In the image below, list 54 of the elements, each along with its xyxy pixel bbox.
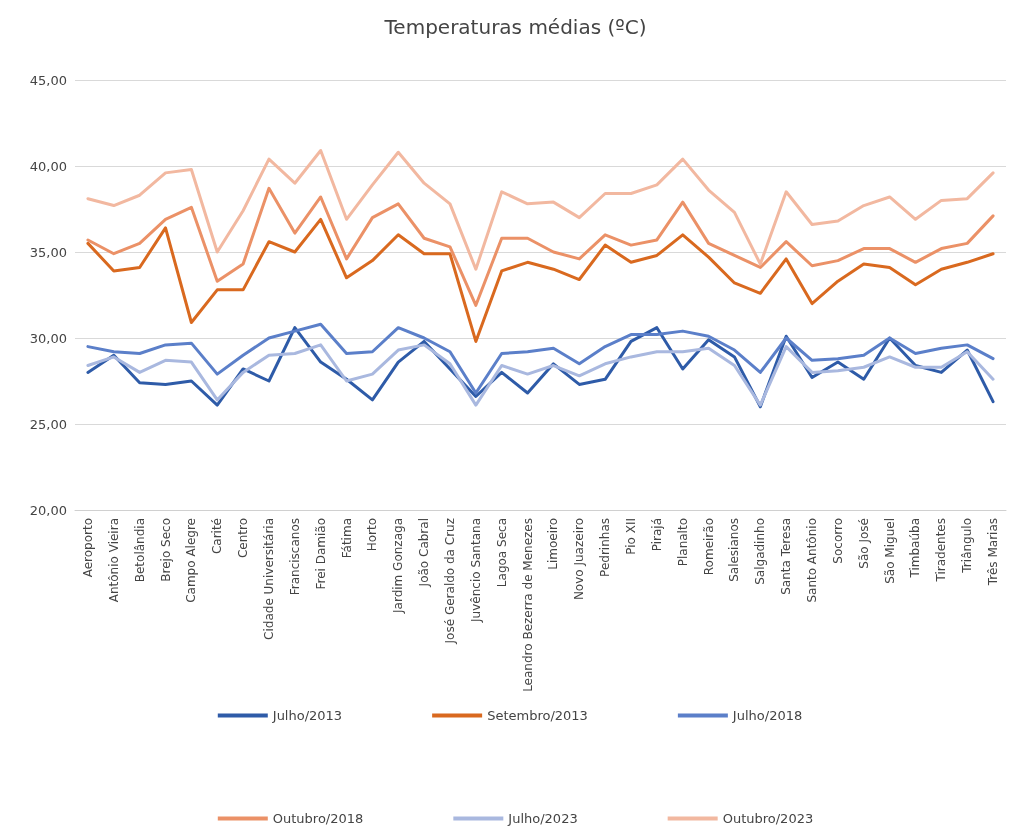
x-tick-label: Timbaúba [908,518,923,579]
y-tick-label: 25,00 [29,416,67,432]
y-tick-label: 20,00 [29,502,67,518]
x-tick-label: Aeroporto [80,518,95,578]
x-tick-label: Pio XII [624,518,639,555]
x-tick-label: Planalto [675,518,690,567]
x-tick-label: Horto [365,518,380,552]
x-tick-label: Tiradentes [934,518,949,583]
line-series [86,322,995,395]
x-tick-label: Três Marias [986,518,1001,587]
x-tick-label: Novo Juazeiro [572,518,587,601]
x-tick-label: Antônio Vieira [106,518,121,603]
x-tick-label: Fátima [339,518,354,559]
x-tick-label: Carité [210,518,225,555]
x-tick-label: Salgadinho [753,518,768,585]
x-tick-label: Campo Alegre [184,518,199,603]
x-tick-label: João Cabral [417,518,432,588]
x-tick-label: Lagoa Seca [494,518,509,588]
x-tick-label: Betolândia [132,518,147,583]
legend-label: Julho/2023 [507,811,578,826]
legend-label: Julho/2013 [271,708,343,723]
x-tick-label: Brejo Seco [158,518,173,582]
x-tick-label: Salesianos [727,518,742,582]
x-tick-label: Leandro Bezerra de Menezes [520,518,535,692]
y-tick-label: 35,00 [29,244,67,260]
x-tick-label: Pedrinhas [598,518,613,577]
line-series [86,186,995,307]
x-tick-label: Socorro [830,518,845,564]
x-tick-label: Frei Damião [313,518,328,590]
x-tick-label: Santa Teresa [779,518,794,595]
x-tick-label: Santo Antônio [805,518,820,603]
legend-label: Setembro/2013 [487,708,588,723]
legend-label: Outubro/2018 [272,811,364,826]
x-tick-label: Franciscanos [287,518,302,596]
line-series [86,217,995,343]
x-tick-label: Triângulo [960,518,975,574]
legend-label: Julho/2018 [731,708,803,723]
x-tick-label: São Miguel [882,518,897,584]
line-series [86,343,995,407]
y-tick-label: 30,00 [29,330,67,346]
x-tick-label: Centro [236,518,251,559]
y-tick-label: 40,00 [29,158,67,174]
x-tick-label: Romeirão [701,518,716,576]
y-tick-label: 45,00 [29,72,67,88]
x-tick-label: Juvêncio Santana [468,518,483,623]
x-tick-label: Limoeiro [546,518,561,570]
x-tick-label: Cidade Universitária [261,518,276,640]
legend-label: Outubro/2023 [722,811,814,826]
chart-title: Temperaturas médias (ºC) [383,15,647,39]
x-tick-label: José Geraldo da Cruz [442,518,457,645]
x-tick-label: São José [856,518,871,569]
x-tick-label: Jardim Gonzaga [391,518,406,614]
x-tick-label: Pirajá [649,518,664,552]
line-series [86,149,995,271]
